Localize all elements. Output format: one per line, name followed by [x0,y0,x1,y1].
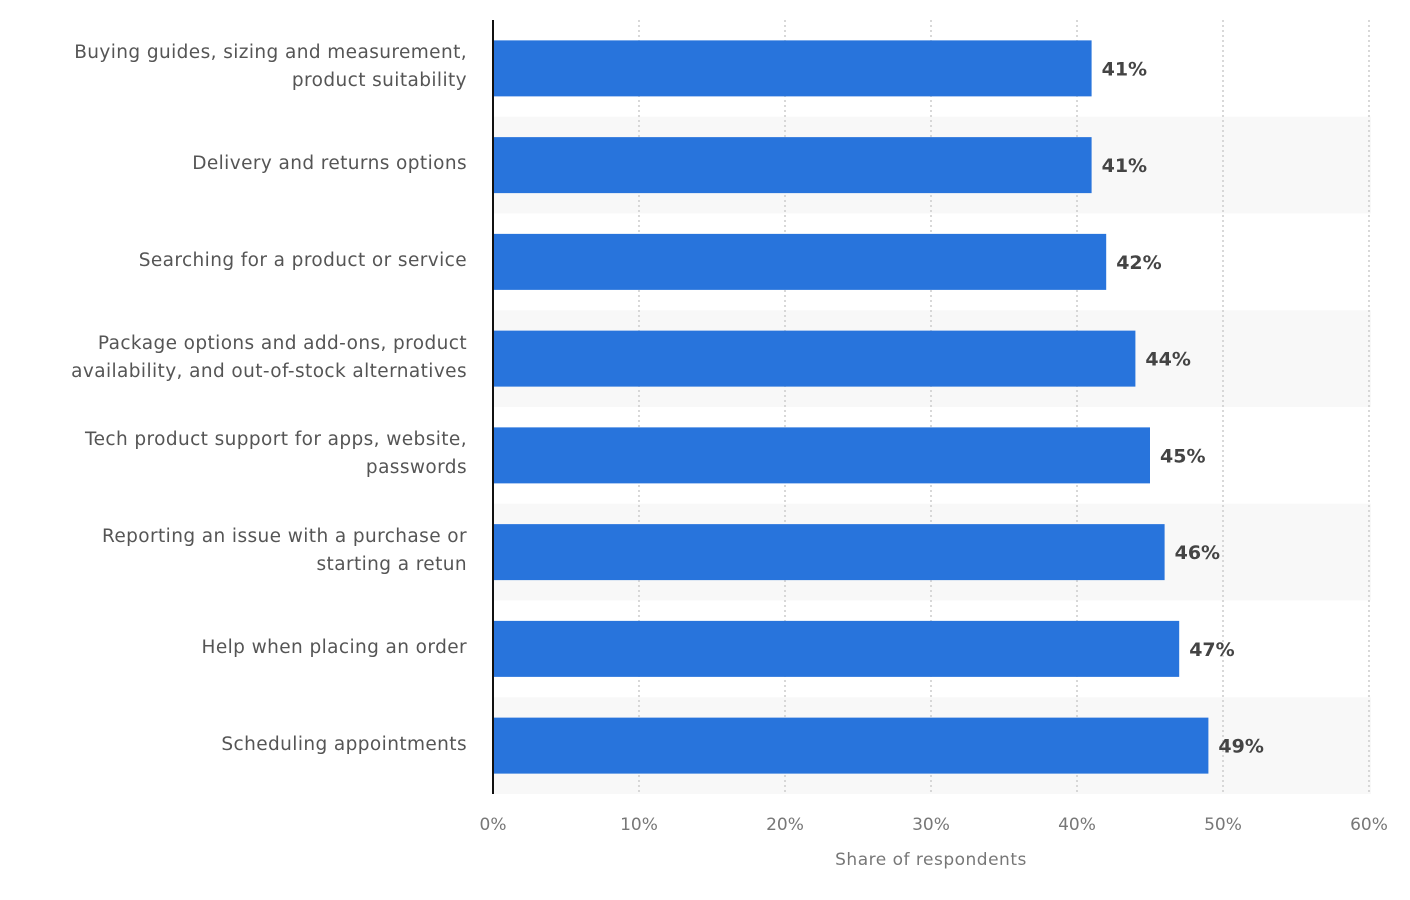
x-tick-label: 10% [620,815,658,835]
bar [493,330,1136,387]
data-label: 49% [1218,736,1263,758]
x-tick-label: 60% [1350,815,1388,835]
data-label: 41% [1102,155,1147,177]
data-label: 42% [1116,252,1161,274]
data-label: 46% [1175,542,1220,564]
bar [493,427,1150,484]
data-label: 45% [1160,445,1205,467]
category-label: Scheduling appointments [221,733,467,755]
category-label: Buying guides, sizing and measurement, p… [74,42,467,92]
bar [493,40,1092,97]
x-tick-label: 50% [1204,815,1242,835]
data-label: 44% [1145,349,1190,371]
category-label: Reporting an issue with a purchase or st… [101,526,467,576]
category-label: Package options and add-ons, product ava… [71,332,467,382]
category-label: Searching for a product or service [138,249,467,271]
data-label: 47% [1189,639,1234,661]
bar [493,233,1107,290]
bar [493,717,1209,774]
bar [493,620,1180,677]
data-label: 41% [1102,58,1147,80]
bar [493,137,1092,194]
category-label: Help when placing an order [201,636,467,658]
x-tick-label: 20% [766,815,804,835]
x-tick-label: 0% [480,815,507,835]
x-axis-title: Share of respondents [835,850,1027,870]
x-tick-label: 40% [1058,815,1096,835]
bar [493,524,1165,581]
category-label: Tech product support for apps, website, … [85,429,467,479]
category-label: Delivery and returns options [192,153,467,175]
x-tick-label: 30% [912,815,950,835]
